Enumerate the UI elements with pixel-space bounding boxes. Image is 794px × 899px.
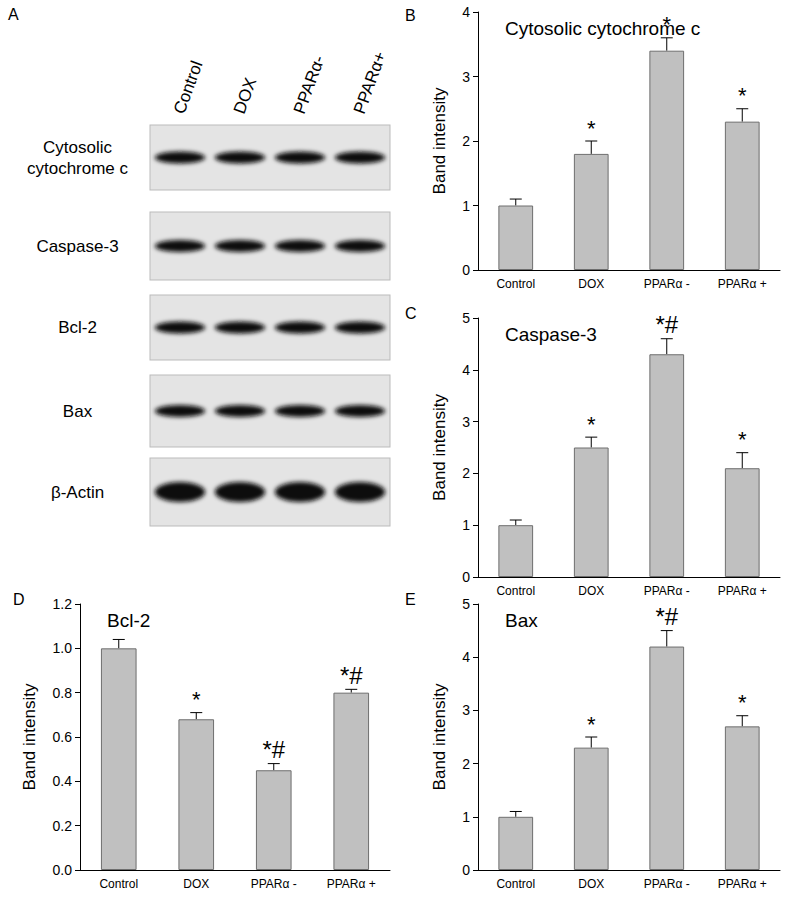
html-text:Bcl-2: Bcl-2 [58,318,97,337]
svg-text:*#: *# [340,662,363,689]
svg-text:*: * [587,116,596,141]
svg-text:*: * [738,427,747,452]
svg-text:A: A [8,6,19,23]
svg-text:DOX: DOX [578,877,604,891]
svg-text:5: 5 [462,596,470,612]
svg-text:E: E [405,591,416,608]
svg-text:5: 5 [462,310,470,326]
svg-text:0: 0 [462,862,470,878]
svg-text:0.8: 0.8 [53,685,73,701]
html-text:Bax: Bax [62,401,93,421]
svg-text:4: 4 [462,362,470,378]
svg-text:*#: *# [262,736,285,763]
svg-text:PPARα -: PPARα - [644,877,690,891]
svg-text:Band intensity: Band intensity [430,87,449,194]
svg-text:C: C [405,305,417,322]
svg-text:1: 1 [462,809,470,825]
svg-text:0: 0 [462,262,470,278]
svg-text:Control: Control [170,58,207,116]
svg-text:Control: Control [496,877,535,891]
svg-text:Bcl-2: Bcl-2 [107,610,150,631]
svg-text:PPARα -: PPARα - [644,584,690,598]
svg-text:0.6: 0.6 [53,729,73,745]
svg-text:Bax: Bax [505,610,538,631]
svg-text:*: * [738,83,747,108]
html-text:Cytosolic cytochrome c: Cytosolic cytochrome c [27,137,128,178]
svg-text:2: 2 [462,133,470,149]
svg-text:Cytosolic cytochrome c: Cytosolic cytochrome c [505,18,700,39]
svg-text:0: 0 [462,569,470,585]
svg-text:PPARα+: PPARα+ [350,49,390,116]
svg-text:Control: Control [496,277,535,291]
svg-text:*#: *# [655,311,678,338]
svg-text:0.4: 0.4 [53,773,73,789]
svg-text:1: 1 [462,517,470,533]
svg-text:0.2: 0.2 [53,818,73,834]
svg-text:PPARα +: PPARα + [327,877,376,891]
svg-text:1.2: 1.2 [53,596,73,612]
svg-text:*: * [192,687,201,712]
svg-text:D: D [13,591,25,608]
svg-text:2: 2 [462,756,470,772]
html-text:Caspase-3: Caspase-3 [36,236,119,256]
svg-text:4: 4 [462,4,470,20]
svg-text:Band intensity: Band intensity [430,683,449,790]
svg-text:Band intensity: Band intensity [430,394,449,501]
svg-text:DOX: DOX [183,877,209,891]
svg-text:1.0: 1.0 [53,640,73,656]
svg-text:Control: Control [99,877,138,891]
svg-text:*#: *# [655,603,678,630]
svg-text:0.0: 0.0 [53,862,73,878]
svg-text:Control: Control [496,584,535,598]
svg-text:3: 3 [462,414,470,430]
svg-text:PPARα -: PPARα - [251,877,297,891]
svg-text:PPARα-: PPARα- [290,53,329,116]
svg-text:B: B [405,7,416,24]
svg-text:PPARα +: PPARα + [718,584,767,598]
svg-text:DOX: DOX [230,75,260,116]
svg-text:PPARα +: PPARα + [718,277,767,291]
svg-text:3: 3 [462,69,470,85]
svg-text:*: * [587,712,596,737]
svg-text:PPARα -: PPARα - [644,277,690,291]
svg-text:Caspase-3: Caspase-3 [505,324,597,345]
svg-text:3: 3 [462,702,470,718]
svg-text:2: 2 [462,465,470,481]
svg-text:PPARα +: PPARα + [718,877,767,891]
svg-text:1: 1 [462,198,470,214]
svg-text:Band intensity: Band intensity [20,683,39,790]
svg-text:*: * [587,412,596,437]
svg-text:4: 4 [462,649,470,665]
svg-text:DOX: DOX [578,584,604,598]
html-text:β-Actin: β-Actin [50,482,105,502]
svg-text:*: * [738,690,747,715]
svg-text:DOX: DOX [578,277,604,291]
